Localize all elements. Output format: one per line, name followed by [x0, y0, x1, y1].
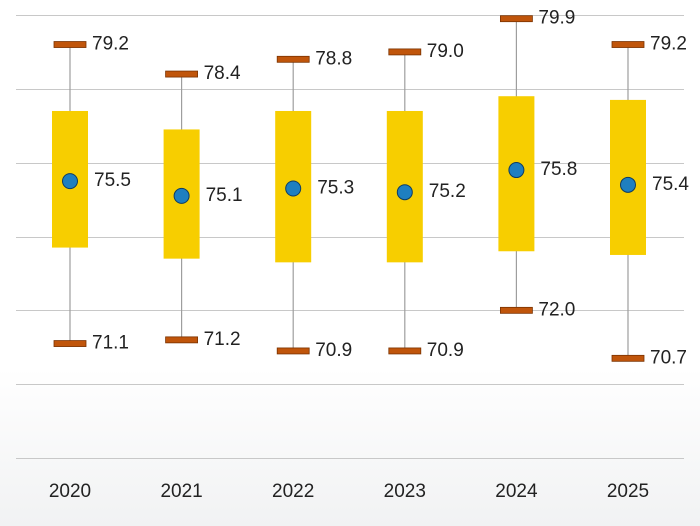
box-group-2021	[163, 70, 200, 344]
min-label: 71.1	[92, 333, 129, 354]
box-group-2022	[275, 55, 312, 355]
max-cap	[276, 55, 310, 63]
min-cap	[276, 347, 310, 355]
min-cap	[611, 354, 645, 362]
mean-label: 75.5	[94, 170, 131, 191]
max-cap	[499, 15, 533, 23]
data-labels: 79.2 71.1 75.5 78.4 71.2 75.1 78.8 70.9 75.3 79.0…	[92, 8, 689, 369]
max-label: 79.0	[427, 41, 464, 62]
max-cap	[165, 70, 199, 78]
grid-lines	[16, 15, 684, 459]
mean-marker	[620, 176, 636, 193]
boxes	[52, 15, 646, 362]
x-tick-label: 2021	[160, 481, 202, 502]
min-cap	[388, 347, 422, 355]
max-cap	[388, 48, 422, 56]
min-label: 72.0	[538, 299, 575, 320]
x-tick-label: 2023	[384, 481, 426, 502]
mean-label: 75.1	[206, 185, 243, 206]
box-group-2023	[386, 48, 423, 355]
max-cap	[53, 41, 87, 48]
mean-marker	[508, 162, 525, 179]
min-label: 70.9	[427, 340, 464, 361]
max-label: 79.2	[650, 34, 687, 55]
mean-label: 75.8	[540, 159, 577, 180]
box-group-2020	[52, 41, 88, 347]
mean-marker	[62, 173, 78, 190]
box-group-2024	[498, 15, 535, 314]
mean-marker	[396, 184, 413, 201]
mean-marker	[285, 180, 302, 197]
min-label: 70.9	[315, 340, 352, 361]
max-label: 78.4	[204, 63, 241, 84]
mean-label: 75.4	[652, 174, 689, 195]
max-label: 79.2	[92, 34, 129, 55]
min-cap	[499, 306, 533, 314]
x-tick-label: 2022	[272, 481, 314, 502]
max-label: 78.8	[315, 48, 352, 69]
x-axis-tick-labels: 2020 2021 2022 2023 2024 2025	[49, 481, 649, 502]
mean-marker	[173, 187, 190, 204]
mean-label: 75.2	[429, 181, 466, 202]
x-tick-label: 2024	[495, 481, 538, 502]
max-label: 79.9	[538, 8, 575, 29]
min-label: 70.7	[650, 347, 687, 368]
mean-label: 75.3	[317, 178, 354, 199]
min-cap	[165, 336, 199, 344]
x-tick-label: 2020	[49, 481, 91, 502]
x-tick-label: 2025	[607, 481, 649, 502]
min-cap	[53, 340, 87, 347]
max-cap	[611, 41, 645, 48]
box-group-2025	[610, 41, 646, 362]
min-label: 71.2	[204, 329, 241, 350]
